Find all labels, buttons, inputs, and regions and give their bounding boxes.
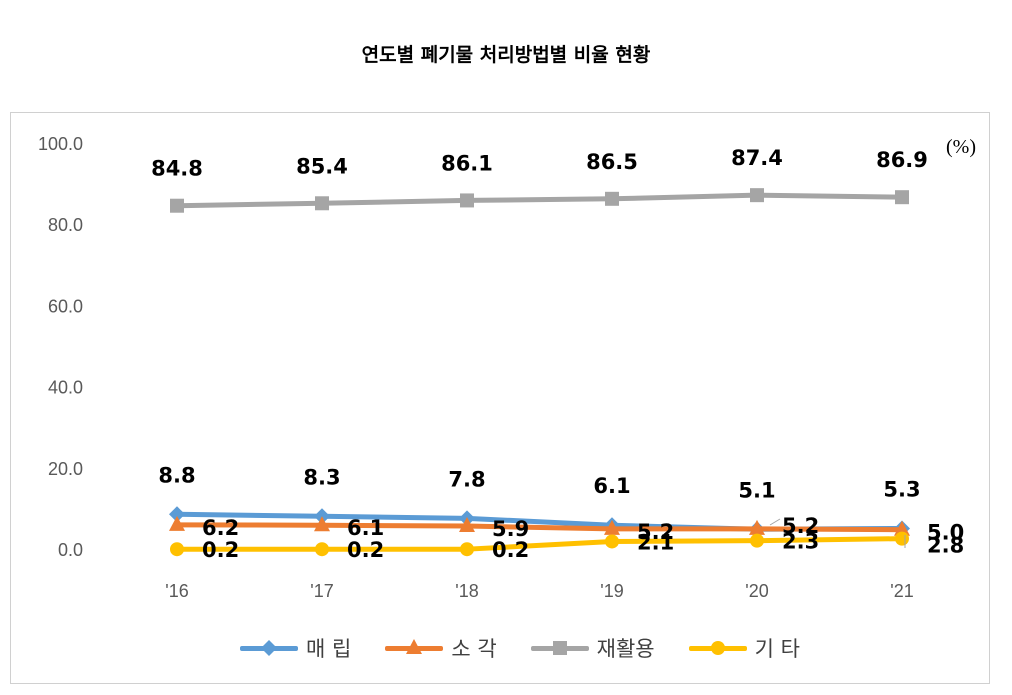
legend-item: 매 립	[240, 633, 351, 663]
data-label: 2.1	[637, 530, 674, 554]
data-label: 5.0	[927, 521, 964, 545]
chart-legend: 매 립 소 각 재활용 기 타	[240, 633, 800, 663]
y-tick-label: 60.0	[48, 296, 83, 316]
data-point	[460, 193, 474, 208]
data-point	[170, 542, 184, 557]
legend-swatch	[385, 639, 444, 654]
data-label: 5.2	[782, 514, 819, 538]
legend-item: 기 타	[688, 633, 800, 663]
data-point	[605, 191, 619, 206]
legend-marker-shape	[552, 641, 567, 655]
legend-marker-shape	[406, 639, 423, 654]
data-label: 86.1	[441, 151, 493, 175]
y-tick-label: 100.0	[38, 134, 83, 154]
data-point	[894, 520, 910, 536]
data-point	[605, 534, 619, 549]
series-line	[174, 192, 905, 209]
data-label: 87.4	[731, 146, 783, 170]
data-label: 84.8	[151, 157, 203, 181]
legend-label: 재활용	[596, 637, 655, 661]
y-tick-label: 40.0	[48, 378, 83, 398]
legend-marker	[406, 639, 423, 654]
legend-swatch	[240, 640, 298, 656]
legend-item: 소 각	[385, 633, 497, 663]
x-tick-label: '21	[890, 581, 913, 601]
x-tick-label: '19	[600, 581, 623, 601]
y-tick-label: 20.0	[48, 459, 83, 479]
data-label: 86.9	[876, 148, 928, 172]
chart-frame	[10, 112, 990, 684]
data-label: 85.4	[296, 154, 348, 178]
data-label: 5.3	[883, 477, 920, 501]
data-label: 6.1	[347, 516, 384, 540]
data-label: 5.2	[637, 520, 674, 544]
data-label: 7.8	[448, 467, 485, 491]
data-point	[895, 531, 909, 546]
legend-label: 기 타	[754, 637, 800, 661]
legend-item: 재활용	[530, 633, 655, 663]
data-label: 6.1	[593, 474, 630, 498]
chart-title: 연도별 폐기물 처리방법별 비율 현황	[361, 44, 651, 66]
legend-label: 매 립	[306, 637, 352, 661]
legend-marker	[710, 641, 725, 655]
legend-marker-shape	[261, 640, 277, 656]
x-tick-label: '17	[310, 581, 333, 601]
data-point	[169, 506, 185, 523]
data-point	[459, 517, 475, 533]
data-point	[315, 196, 329, 211]
data-label: 5.1	[738, 478, 775, 502]
data-point	[460, 542, 474, 557]
leader-line	[769, 518, 781, 526]
data-point	[315, 542, 329, 557]
data-point	[604, 519, 620, 535]
unit-label: (%)	[946, 136, 976, 158]
data-label: 2.8	[927, 534, 964, 558]
data-point	[895, 190, 909, 205]
data-label: 0.2	[492, 538, 529, 562]
series-line	[174, 536, 905, 552]
data-label: 8.3	[303, 465, 340, 489]
series-line	[174, 522, 905, 533]
data-label: 5.9	[492, 517, 529, 541]
data-point	[314, 516, 330, 532]
legend-marker	[261, 640, 277, 656]
data-label: 2.3	[782, 530, 819, 554]
data-point	[749, 519, 765, 535]
data-point	[750, 188, 764, 203]
data-point	[169, 515, 185, 531]
data-label: 6.2	[202, 516, 239, 540]
legend-label: 소 각	[451, 637, 497, 661]
data-point	[750, 533, 764, 548]
y-tick-label: 0.0	[58, 540, 83, 560]
x-tick-label: '18	[455, 581, 478, 601]
data-label: 86.5	[586, 150, 638, 174]
legend-marker	[552, 641, 567, 655]
data-point	[170, 198, 184, 213]
legend-swatch	[530, 641, 589, 655]
x-tick-label: '20	[745, 581, 768, 601]
x-tick-label: '16	[165, 581, 188, 601]
legend-swatch	[688, 641, 747, 655]
legend-marker-shape	[710, 641, 725, 655]
data-label: 8.8	[158, 463, 195, 487]
y-tick-label: 80.0	[48, 215, 83, 235]
data-label: 0.2	[202, 538, 239, 562]
data-label: 0.2	[347, 538, 384, 562]
